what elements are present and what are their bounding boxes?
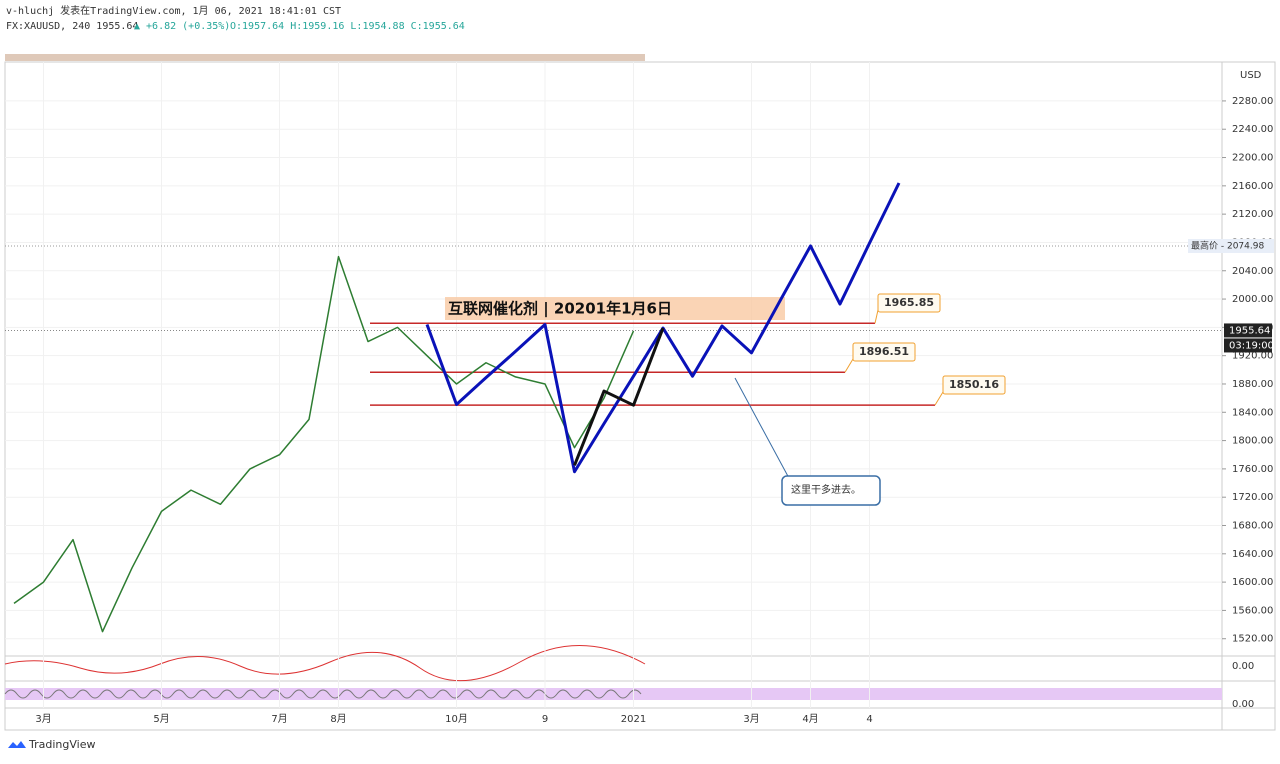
level-label: 1896.51 bbox=[859, 345, 909, 358]
x-tick-label: 9 bbox=[542, 714, 548, 725]
level-leader bbox=[874, 309, 879, 324]
indicator-tick-label: 0.00 bbox=[1232, 661, 1254, 672]
y-tick-label: 2040.00 bbox=[1232, 266, 1273, 277]
x-tick-label: 4 bbox=[866, 714, 872, 725]
annotation-bg bbox=[445, 297, 785, 320]
y-tick-label: 1600.00 bbox=[1232, 577, 1273, 588]
frame bbox=[4, 61, 1276, 731]
y-tick-label: 2120.00 bbox=[1232, 209, 1273, 220]
high-label: 最高价 - 2074.98 bbox=[1191, 239, 1264, 251]
level-label: 1965.85 bbox=[884, 296, 934, 309]
symbol: FX:XAUUSD, 240 1955.64 bbox=[6, 21, 138, 32]
level-box bbox=[942, 375, 1006, 395]
x-tick-label: 5月 bbox=[153, 713, 169, 725]
level-leader bbox=[844, 358, 854, 373]
x-tick-label: 3月 bbox=[743, 713, 759, 725]
series-line bbox=[573, 327, 665, 466]
y-tick-label: 1560.00 bbox=[1232, 605, 1273, 616]
annotation-title: 互联网催化剂 | 20201年1月6日 bbox=[448, 300, 672, 319]
level-leader bbox=[934, 391, 944, 406]
level-box bbox=[877, 293, 941, 313]
y-tick-label: 2160.00 bbox=[1232, 181, 1273, 192]
series-line bbox=[13, 255, 635, 633]
high-tag bbox=[1188, 238, 1274, 253]
callout-leader bbox=[734, 377, 791, 481]
y-tick-label: 1840.00 bbox=[1232, 407, 1273, 418]
y-tick-label: 2200.00 bbox=[1232, 153, 1273, 164]
y-tick-label: 1920.00 bbox=[1232, 351, 1273, 362]
y-tick-label: 2240.00 bbox=[1232, 124, 1273, 135]
header-line: v-hluchj 发表在TradingView.com, 1月 06, 2021… bbox=[6, 4, 341, 17]
last-price-label: 1955.64 bbox=[1229, 325, 1270, 336]
countdown-tag bbox=[1224, 338, 1272, 353]
indicator-band bbox=[5, 688, 1222, 700]
volume-strip bbox=[5, 54, 645, 61]
logo[interactable]: TradingView bbox=[28, 738, 95, 751]
x-tick-label: 8月 bbox=[330, 713, 346, 725]
ohlc: O:1957.64 H:1959.16 L:1954.88 C:1955.64 bbox=[230, 21, 465, 32]
y-tick-label: 1880.00 bbox=[1232, 379, 1273, 390]
y-tick-label: 1680.00 bbox=[1232, 521, 1273, 532]
callout-box bbox=[781, 475, 881, 506]
indicator-line bbox=[4, 645, 646, 682]
y-tick-label: 1520.00 bbox=[1232, 634, 1273, 645]
y-tick-label: 1720.00 bbox=[1232, 492, 1273, 503]
x-tick-label: 2021 bbox=[621, 714, 646, 725]
x-tick-label: 10月 bbox=[445, 713, 468, 725]
countdown: 03:19:00 bbox=[1229, 340, 1274, 351]
y-tick-label: 1760.00 bbox=[1232, 464, 1273, 475]
currency: USD bbox=[1240, 70, 1262, 81]
x-tick-label: 4月 bbox=[802, 713, 818, 725]
change: ▲ +6.82 (+0.35%) bbox=[134, 21, 230, 32]
y-tick-label: 1640.00 bbox=[1232, 549, 1273, 560]
last-price-tag bbox=[1224, 323, 1272, 338]
y-tick-label: 2280.00 bbox=[1232, 96, 1273, 107]
y-tick-label: 2000.00 bbox=[1232, 294, 1273, 305]
y-tick-label: 1800.00 bbox=[1232, 436, 1273, 447]
level-box bbox=[852, 342, 916, 362]
x-tick-label: 3月 bbox=[35, 713, 51, 725]
x-tick-label: 7月 bbox=[271, 713, 287, 725]
logo-icon bbox=[8, 741, 26, 748]
level-label: 1850.16 bbox=[949, 378, 999, 391]
callout-text: 这里干多进去。 bbox=[791, 483, 861, 496]
indicator-line bbox=[4, 689, 642, 699]
indicator-tick-label: 0.00 bbox=[1232, 699, 1254, 710]
